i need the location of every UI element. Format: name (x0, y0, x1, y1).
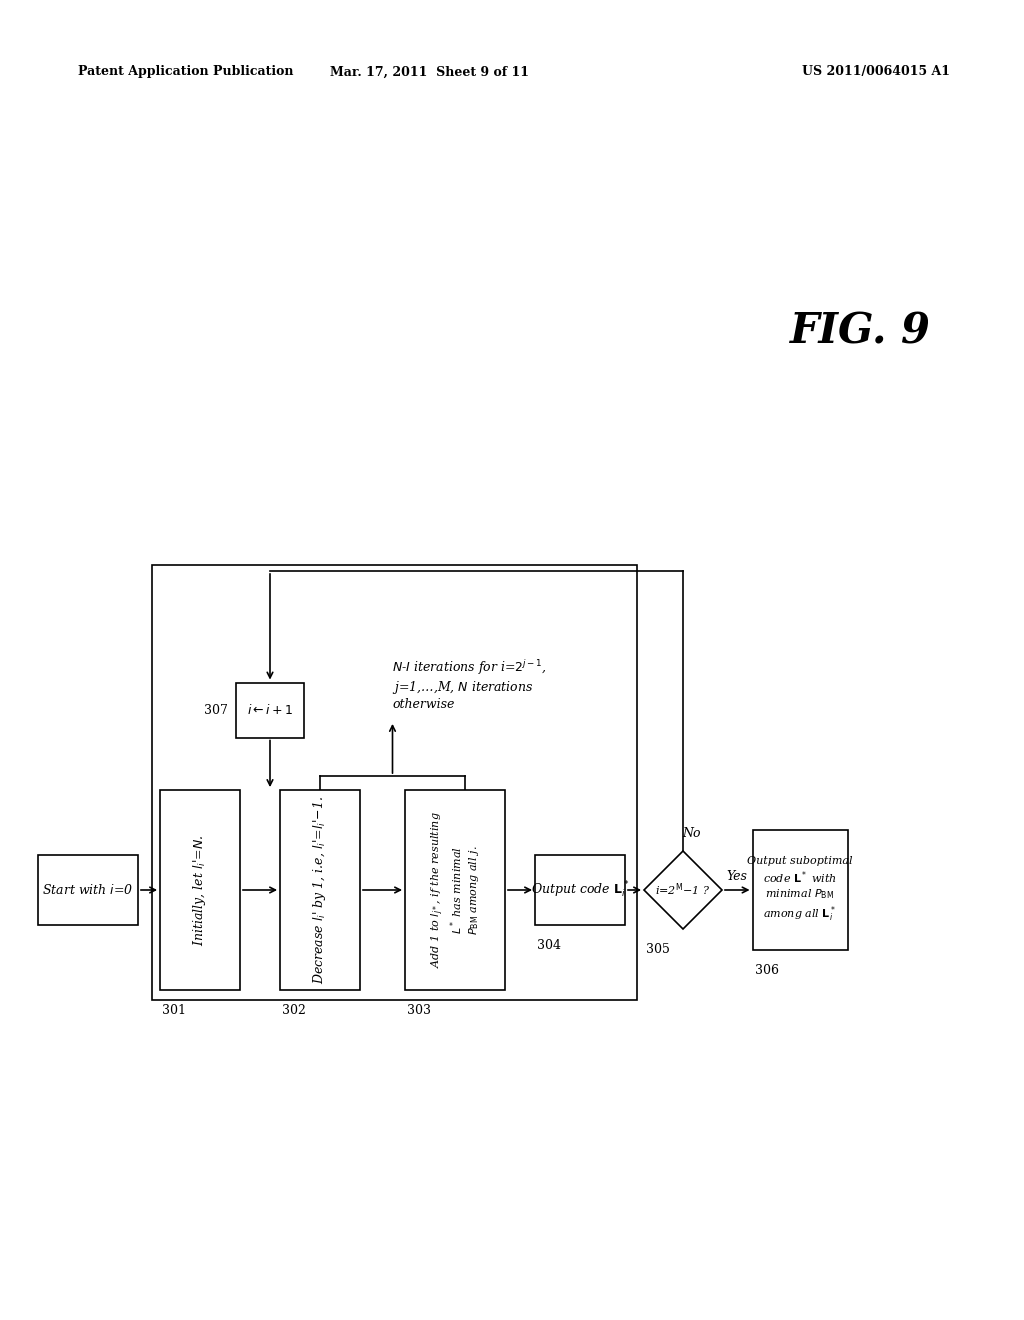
Text: Add 1 to $l_{j*}$, if the resulting
$L^*$ has minimal
$P_{\mathrm{BM}}$ among al: Add 1 to $l_{j*}$, if the resulting $L^*… (429, 812, 481, 969)
Text: 301: 301 (162, 1005, 186, 1016)
Text: 305: 305 (646, 942, 670, 956)
Text: Decrease $l_i$' by 1, i.e, $l_i$'=$l_i$'−1.: Decrease $l_i$' by 1, i.e, $l_i$'=$l_i$'… (311, 796, 329, 985)
Text: No: No (682, 828, 700, 840)
Text: US 2011/0064015 A1: US 2011/0064015 A1 (802, 66, 950, 78)
Text: FIG. 9: FIG. 9 (790, 310, 931, 352)
Text: 303: 303 (407, 1005, 431, 1016)
FancyBboxPatch shape (406, 789, 505, 990)
Text: Output code $\mathbf{L}^*_i$: Output code $\mathbf{L}^*_i$ (530, 880, 629, 900)
Text: Start with $i$=0: Start with $i$=0 (42, 883, 134, 898)
FancyBboxPatch shape (753, 830, 848, 950)
Text: Initially, let $l_i$'=$N$.: Initially, let $l_i$'=$N$. (191, 834, 209, 945)
Text: Patent Application Publication: Patent Application Publication (78, 66, 294, 78)
Text: 304: 304 (537, 939, 561, 952)
Polygon shape (644, 851, 722, 929)
Text: $i\leftarrow i+1$: $i\leftarrow i+1$ (247, 704, 293, 717)
Text: Output suboptimal
code $\mathbf{L}^*$ with
minimal $P_{\mathrm{BM}}$
among all $: Output suboptimal code $\mathbf{L}^*$ wi… (748, 857, 853, 924)
Text: $N$-$I$ iterations for i=$2^{j-1}$,
j=1,…,M, $N$ iterations
otherwise: $N$-$I$ iterations for i=$2^{j-1}$, j=1,… (392, 657, 548, 711)
Text: 307: 307 (204, 704, 228, 717)
FancyBboxPatch shape (236, 682, 304, 738)
Text: 306: 306 (755, 964, 778, 977)
Text: Yes: Yes (726, 870, 746, 883)
FancyBboxPatch shape (160, 789, 240, 990)
Text: 302: 302 (282, 1005, 306, 1016)
FancyBboxPatch shape (280, 789, 360, 990)
FancyBboxPatch shape (38, 855, 138, 925)
FancyBboxPatch shape (535, 855, 625, 925)
Text: i=2$^{\mathrm{M}}$−1 ?: i=2$^{\mathrm{M}}$−1 ? (655, 882, 711, 899)
Text: Mar. 17, 2011  Sheet 9 of 11: Mar. 17, 2011 Sheet 9 of 11 (331, 66, 529, 78)
